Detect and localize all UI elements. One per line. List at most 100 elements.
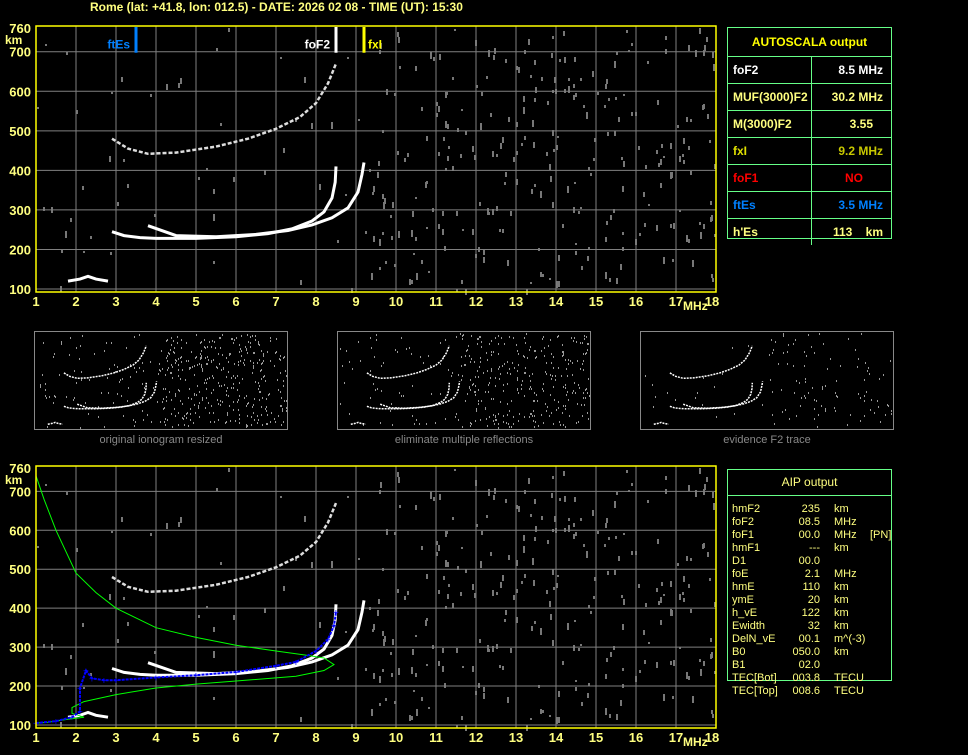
- x-tick-label: 6: [232, 294, 239, 309]
- x-tick-label: 2: [72, 294, 79, 309]
- y-tick-label: 600: [9, 523, 31, 538]
- thumbnail-frame: [337, 331, 591, 430]
- thumbnail-trace: [63, 345, 147, 380]
- autoscala-param-value: NO: [844, 171, 883, 185]
- aip-param-label: hmE: [732, 581, 755, 593]
- trace-second-hop: [111, 502, 338, 594]
- thumbnail-trace: [366, 382, 451, 410]
- autoscala-param-label: foF1: [728, 165, 812, 191]
- autoscala-row: foF2 8.5 MHz: [728, 57, 891, 84]
- x-tick-label: 5: [192, 294, 199, 309]
- thumbnail-trace: [653, 421, 669, 425]
- y-axis-label: km: [5, 33, 22, 47]
- aip-param-label: hmF1: [732, 542, 761, 554]
- aip-param-unit: MHz: [834, 516, 857, 528]
- aip-param-unit: km: [834, 503, 849, 515]
- aip-param-label: hmF2: [732, 503, 761, 515]
- x-tick-label: 12: [469, 730, 483, 745]
- plot-frame: [35, 465, 717, 729]
- aip-param-label: foF1: [732, 529, 755, 541]
- y-tick-label: 400: [9, 163, 31, 178]
- aip-trace-point: +: [113, 676, 119, 687]
- autoscala-param-label: h'Es: [728, 219, 812, 245]
- y-tick-label: 760: [9, 461, 31, 476]
- aip-param-unit: km: [834, 620, 849, 632]
- aip-row: hmF2 235 km: [732, 503, 902, 516]
- y-tick-label: 700: [9, 45, 31, 60]
- y-tick-label: 600: [9, 84, 31, 99]
- x-tick-label: 15: [589, 294, 603, 309]
- aip-param-label: B0: [732, 646, 746, 658]
- x-tick-label: 14: [549, 294, 564, 309]
- autoscala-param-value: 9.2 MHz: [838, 144, 883, 158]
- aip-trace-point: +: [77, 684, 83, 695]
- aip-param-value: 122: [801, 607, 820, 619]
- aip-param-label: TEC[Top]: [732, 685, 778, 697]
- aip-trace-point: +: [325, 635, 331, 646]
- autoscala-title: AUTOSCALA output: [728, 28, 891, 57]
- aip-param-unit: TECU: [834, 672, 864, 684]
- y-tick-label: 300: [9, 203, 31, 218]
- aip-row: foE 2.1 MHz: [732, 568, 902, 581]
- trace-F2-x-trace: [147, 162, 366, 239]
- aip-trace-point: +: [83, 666, 89, 677]
- aip-param-value: ---: [809, 542, 820, 554]
- x-tick-label: 3: [112, 294, 119, 309]
- aip-param-label: ymE: [732, 594, 754, 606]
- y-tick-label: 500: [9, 562, 31, 577]
- ionogram-title: Rome (lat: +41.8, lon: 012.5) - DATE: 20…: [90, 0, 463, 14]
- thumbnail-image-1: [34, 331, 288, 430]
- marker-foF2-label: foF2: [305, 38, 331, 52]
- autoscala-param-label: ftEs: [728, 192, 812, 218]
- x-tick-label: 10: [389, 294, 403, 309]
- marker-fxI-label: fxI: [368, 38, 382, 52]
- x-tick-label: 17: [669, 294, 683, 309]
- x-tick-label: 4: [152, 730, 160, 745]
- thumbnail-trace: [350, 421, 366, 425]
- x-axis-label: MHz: [683, 299, 708, 312]
- aip-row: foF2 08.5 MHz: [732, 516, 902, 529]
- x-axis-label: MHz: [683, 735, 708, 749]
- aip-param-unit: MHz: [834, 568, 857, 580]
- thumbnail-image-3: [640, 331, 894, 430]
- y-tick-label: 400: [9, 601, 31, 616]
- aip-param-label: B1: [732, 659, 746, 671]
- aip-row: ymE 20 km: [732, 594, 902, 607]
- y-axis-label: km: [5, 473, 22, 487]
- x-tick-label: 4: [152, 294, 160, 309]
- x-tick-label: 1: [32, 730, 39, 745]
- aip-trace-point: +: [293, 658, 299, 669]
- trace-F2-x-trace: [147, 600, 366, 676]
- autoscala-param-label: MUF(3000)F2: [728, 84, 812, 110]
- aip-param-unit: MHz: [834, 529, 857, 541]
- autoscala-param-value: 3.55: [849, 117, 883, 131]
- x-tick-label: 11: [429, 730, 443, 745]
- autoscala-param-value: 113 km: [832, 225, 883, 239]
- aip-param-label: foE: [732, 568, 749, 580]
- x-tick-label: 9: [352, 294, 359, 309]
- aip-trace-point: +: [77, 707, 83, 718]
- aip-param-value: 32: [807, 620, 820, 632]
- aip-param-value: 00.0: [798, 555, 820, 567]
- x-tick-label: 18: [705, 294, 719, 309]
- aip-param-value: 00.0: [798, 529, 820, 541]
- aip-param-value: 235: [801, 503, 820, 515]
- aip-ionogram-plot: 1 2 3 4 5 6 7 8 9 10 11 12 13 14 15 16 17 181002003004005…: [5, 461, 719, 749]
- aip-trace-point: +: [153, 673, 159, 684]
- x-tick-label: 13: [509, 730, 523, 745]
- autoscala-row: fxI 9.2 MHz: [728, 138, 891, 165]
- x-tick-label: 16: [629, 294, 643, 309]
- autoscala-param-label: foF2: [728, 57, 812, 83]
- x-tick-label: 9: [352, 730, 359, 745]
- autoscala-output-panel: AUTOSCALA output foF2 8.5 MHz MUF(3000)F2 3…: [727, 27, 892, 245]
- aip-param-value: 20: [807, 594, 820, 606]
- x-tick-label: 3: [112, 730, 119, 745]
- aip-trace-point: +: [273, 662, 279, 673]
- x-tick-label: 16: [629, 730, 643, 745]
- thumbnail-trace: [63, 382, 148, 410]
- aip-param-unit: km: [834, 594, 849, 606]
- y-tick-label: 200: [9, 242, 31, 257]
- x-tick-label: 8: [312, 294, 319, 309]
- aip-param-unit: m^(-3): [834, 633, 866, 645]
- thumbnail-label: original ionogram resized: [99, 434, 223, 446]
